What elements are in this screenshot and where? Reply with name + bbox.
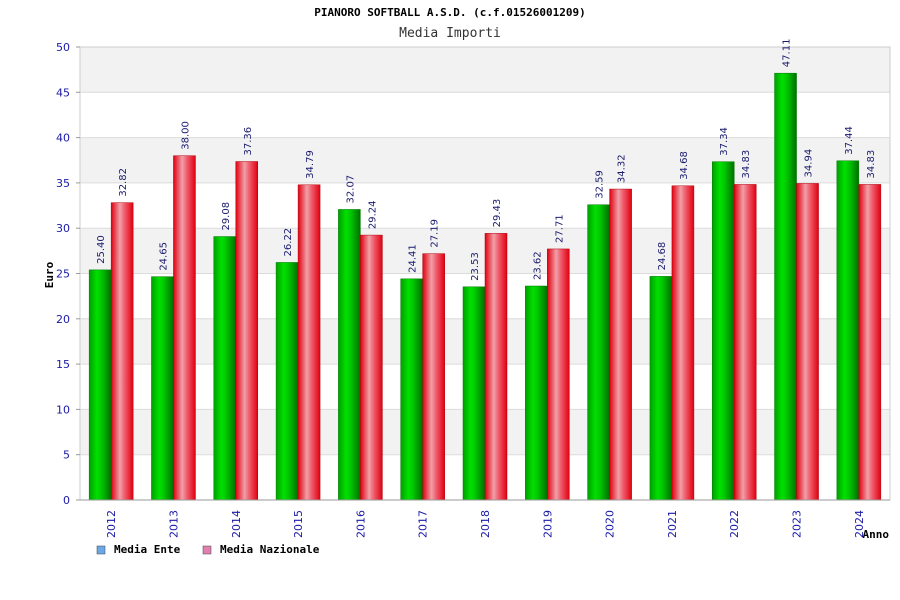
value-label-media-ente-2016: 32.07 [345, 175, 356, 204]
y-tick-label: 50 [56, 41, 70, 54]
bar-media-ente-2013 [151, 276, 174, 501]
y-tick-label: 20 [56, 313, 70, 326]
y-tick-label: 5 [63, 449, 70, 462]
bar-media-ente-2022 [711, 161, 735, 501]
bar-media-nazionale-2017 [422, 253, 445, 501]
bar-media-ente-2012 [88, 269, 112, 501]
bar-media-nazionale-2022 [733, 184, 757, 501]
x-tick-label: 2013 [167, 510, 180, 538]
x-tick-label: 2014 [230, 510, 243, 538]
x-tick-label: 2017 [417, 510, 430, 538]
value-label-media-ente-2022: 37.34 [719, 127, 730, 156]
bar-media-nazionale-2020 [609, 188, 632, 501]
value-label-media-ente-2013: 24.65 [158, 242, 169, 271]
bar-media-ente-2024 [836, 160, 860, 501]
value-label-media-nazionale-2022: 34.83 [741, 150, 752, 179]
y-tick-label: 45 [56, 86, 70, 99]
value-label-media-ente-2019: 23.62 [532, 251, 543, 280]
value-label-media-ente-2023: 47.11 [782, 39, 793, 68]
legend-label-media-ente: Media Ente [114, 543, 181, 556]
value-label-media-ente-2015: 26.22 [283, 228, 294, 257]
legend-label-media-nazionale: Media Nazionale [220, 543, 320, 556]
value-label-media-nazionale-2018: 29.43 [492, 199, 503, 228]
value-labels-group: 25.40 32.82 24.65 38.00 29.08 37.36 26.22 34.79… [96, 39, 877, 281]
bar-media-nazionale-2021 [671, 185, 695, 501]
bar-media-nazionale-2014 [235, 161, 259, 501]
bar-media-nazionale-2018 [484, 233, 508, 501]
y-tick-label: 10 [56, 403, 70, 416]
bar-media-ente-2023 [774, 72, 797, 501]
bar-media-ente-2019 [525, 285, 548, 501]
bar-media-ente-2016 [338, 209, 361, 501]
x-tick-label: 2018 [479, 510, 492, 538]
bar-media-ente-2015 [275, 262, 299, 501]
bar-media-ente-2014 [213, 236, 237, 501]
bar-media-nazionale-2016 [360, 234, 383, 501]
y-tick-label: 15 [56, 358, 70, 371]
value-label-media-ente-2018: 23.53 [470, 252, 481, 281]
value-label-media-nazionale-2019: 27.71 [554, 214, 565, 243]
value-label-media-ente-2017: 24.41 [408, 244, 419, 273]
y-tick-label: 0 [63, 494, 70, 507]
bar-media-nazionale-2024 [858, 184, 882, 501]
x-tick-label: 2023 [791, 510, 804, 538]
plot-band [80, 92, 890, 138]
plot-band [80, 47, 890, 93]
x-tick-label: 2021 [666, 510, 679, 538]
chart-subtitle: Media Importi [399, 26, 501, 41]
bar-media-nazionale-2013 [173, 155, 196, 501]
y-axis: 0 5 10 15 20 25 30 35 40 45 50 [56, 41, 80, 507]
value-label-media-nazionale-2021: 34.68 [679, 151, 690, 180]
value-label-media-nazionale-2020: 34.32 [617, 154, 628, 183]
bar-media-ente-2018 [462, 286, 486, 501]
y-axis-label: Euro [43, 261, 56, 288]
value-label-media-nazionale-2014: 37.36 [243, 127, 254, 156]
value-label-media-nazionale-2013: 38.00 [180, 121, 191, 150]
x-tick-label: 2012 [105, 510, 118, 538]
bar-media-nazionale-2015 [297, 184, 321, 501]
x-axis: 2012 2013 2014 2015 2016 2017 2018 2019 2020 2021… [80, 499, 890, 538]
bar-media-ente-2020 [587, 204, 610, 501]
value-label-media-ente-2014: 29.08 [221, 202, 232, 231]
legend-swatch-media-ente [96, 545, 106, 555]
bar-media-nazionale-2019 [547, 248, 570, 501]
legend: Media Ente Media Nazionale [96, 543, 320, 556]
y-tick-label: 25 [56, 268, 70, 281]
value-label-media-nazionale-2023: 34.94 [804, 149, 815, 178]
chart-title: PIANORO SOFTBALL A.S.D. (c.f.01526001209… [314, 6, 586, 19]
x-tick-label: 2015 [292, 510, 305, 538]
bar-media-ente-2017 [400, 278, 423, 501]
value-label-media-nazionale-2016: 29.24 [367, 200, 378, 229]
x-tick-label: 2016 [354, 510, 367, 538]
x-tick-label: 2019 [541, 510, 554, 538]
x-axis-label: Anno [863, 528, 890, 541]
value-label-media-ente-2020: 32.59 [595, 170, 606, 199]
value-label-media-ente-2024: 37.44 [844, 126, 855, 155]
y-tick-label: 35 [56, 177, 70, 190]
value-label-media-nazionale-2017: 27.19 [430, 219, 441, 248]
bars-group [88, 72, 882, 501]
x-tick-label: 2020 [604, 510, 617, 538]
x-tick-label: 2022 [728, 510, 741, 538]
x-tick-label: 2024 [853, 510, 866, 538]
legend-swatch-media-nazionale [202, 545, 212, 555]
y-tick-label: 30 [56, 222, 70, 235]
plot-band [80, 137, 890, 183]
value-label-media-ente-2021: 24.68 [657, 242, 668, 271]
bar-media-nazionale-2023 [796, 183, 819, 501]
value-label-media-nazionale-2015: 34.79 [305, 150, 316, 179]
value-label-media-ente-2012: 25.40 [96, 235, 107, 264]
bar-media-nazionale-2012 [110, 202, 134, 501]
plot-band [80, 182, 890, 229]
bar-media-ente-2021 [649, 276, 673, 501]
value-label-media-nazionale-2012: 32.82 [118, 168, 129, 197]
y-tick-label: 40 [56, 132, 70, 145]
value-label-media-nazionale-2024: 34.83 [866, 150, 877, 179]
